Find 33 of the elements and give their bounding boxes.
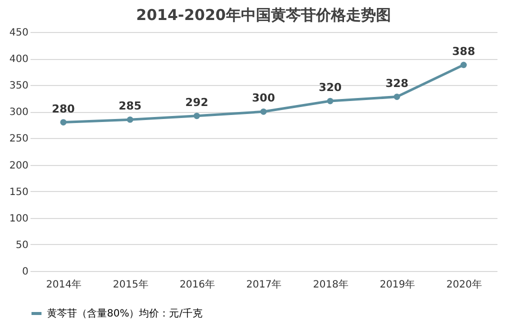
legend-label: 黄芩苷（含量80%）均价：元/千克 — [47, 308, 203, 320]
data-label: 300 — [252, 92, 276, 105]
x-tick-label: 2019年 — [380, 278, 416, 290]
data-label: 280 — [52, 102, 76, 116]
point — [194, 112, 200, 120]
data-label: 388 — [452, 44, 476, 58]
y-tick-label: 150 — [9, 186, 28, 198]
x-tick-label: 2017年 — [246, 278, 282, 290]
y-tick-label: 300 — [9, 107, 28, 118]
y-tick-label: 0 — [22, 266, 28, 278]
y-tick-label: 350 — [9, 80, 28, 92]
point — [60, 119, 67, 126]
x-tick-label: 2016年 — [180, 278, 216, 290]
x-tick-label: 2018年 — [312, 278, 348, 290]
point — [327, 98, 334, 104]
data-label: 328 — [385, 76, 408, 90]
point — [460, 62, 467, 68]
data-label: 285 — [118, 100, 142, 113]
y-tick-label: 200 — [9, 160, 28, 172]
point — [394, 94, 400, 100]
data-label: 320 — [318, 81, 342, 94]
x-tick-label: 2020年 — [446, 278, 482, 290]
data-label: 292 — [185, 96, 208, 109]
y-tick-label: 250 — [9, 134, 28, 145]
x-tick-label: 2015年 — [112, 278, 148, 290]
y-tick-label: 400 — [9, 54, 28, 66]
y-tick-label: 100 — [9, 213, 28, 224]
y-tick-label: 50 — [16, 240, 28, 251]
y-tick-label: 450 — [9, 28, 28, 38]
x-tick-label: 2014年 — [46, 278, 82, 290]
point — [260, 108, 267, 115]
chart-title: 2014-2020年中国黄芩苷价格走势图 — [136, 6, 391, 24]
point — [126, 116, 134, 123]
